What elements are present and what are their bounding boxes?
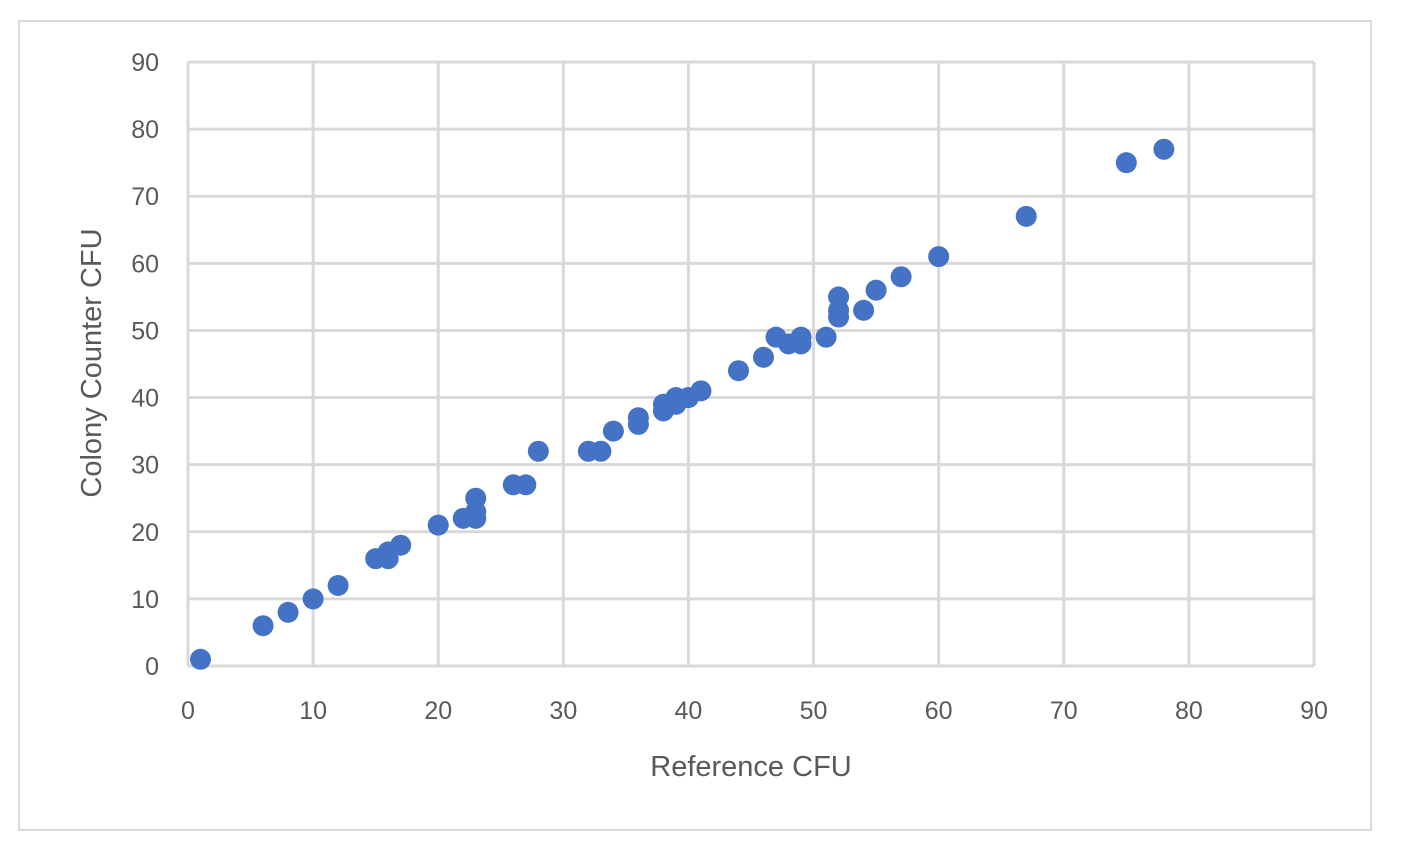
data-point	[753, 346, 775, 368]
y-tick-label: 0	[145, 653, 159, 681]
data-points	[190, 138, 1175, 670]
y-tick-label: 20	[131, 519, 159, 547]
data-point	[1115, 152, 1137, 174]
y-tick-label: 40	[131, 385, 159, 413]
y-tick-label: 30	[131, 452, 159, 480]
data-point	[828, 286, 850, 308]
data-point	[327, 574, 349, 596]
x-axis-title: Reference CFU	[650, 751, 851, 783]
x-tick-label: 20	[424, 697, 452, 725]
x-tick-label: 90	[1300, 697, 1328, 725]
x-tick-label: 50	[800, 697, 828, 725]
y-tick-label: 50	[131, 317, 159, 345]
data-point	[815, 326, 837, 348]
data-point	[190, 648, 212, 670]
data-point	[690, 380, 712, 402]
x-tick-label: 40	[675, 697, 703, 725]
x-tick-label: 60	[925, 697, 953, 725]
data-point	[252, 615, 274, 637]
x-tick-label: 70	[1050, 697, 1078, 725]
y-tick-label: 80	[131, 116, 159, 144]
data-point	[527, 440, 549, 462]
data-point	[590, 440, 612, 462]
data-point	[390, 534, 412, 556]
data-point	[277, 601, 299, 623]
data-point	[515, 474, 537, 496]
x-tick-labels: 0 10 20 30 40 50 60 70 80 90	[181, 697, 1328, 725]
data-point	[465, 487, 487, 509]
data-point	[427, 514, 449, 536]
data-point	[928, 246, 950, 268]
gridlines	[186, 60, 1316, 668]
data-point	[602, 420, 624, 442]
x-tick-label: 10	[299, 697, 327, 725]
data-point	[727, 360, 749, 382]
data-point	[790, 326, 812, 348]
y-tick-label: 10	[131, 586, 159, 614]
y-tick-label: 60	[131, 250, 159, 278]
data-point	[1015, 205, 1037, 227]
y-tick-label: 90	[131, 49, 159, 77]
data-point	[1153, 138, 1175, 160]
data-point	[302, 588, 324, 610]
y-tick-label: 70	[131, 183, 159, 211]
y-axis-title: Colony Counter CFU	[76, 228, 108, 497]
data-point	[890, 266, 912, 288]
chart-frame	[18, 20, 1372, 831]
data-point	[853, 299, 875, 321]
data-point	[377, 548, 399, 570]
x-tick-label: 30	[549, 697, 577, 725]
x-tick-label: 80	[1175, 697, 1203, 725]
data-point	[627, 407, 649, 429]
data-point	[865, 279, 887, 301]
y-tick-labels: 0 10 20 30 40 50 60 70 80 90	[131, 49, 159, 681]
x-tick-label: 0	[181, 697, 195, 725]
